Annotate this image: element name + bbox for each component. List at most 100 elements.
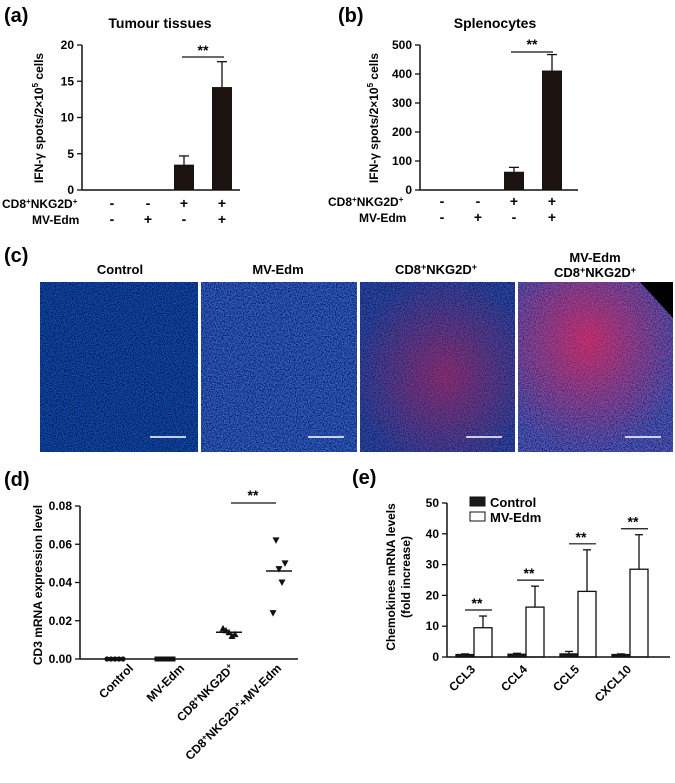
x-tick-label: CCL4 [498,662,530,694]
legend-label-control: Control [490,495,536,510]
treatment-sign: - [440,193,445,209]
data-point [269,610,277,617]
micrograph-mv-edm-cd8-nkg2d [518,282,673,452]
bar [542,70,562,190]
micrograph-mv-edm [201,282,357,452]
y-tick-label: 0 [67,183,74,197]
treatment-sign: + [548,193,556,209]
panel-a: (a) Tumour tissues IFN-γ spots/2×105 cel… [4,5,240,197]
image-4-title: CD8+NKG2D+ [554,265,636,280]
bar [629,568,649,658]
panel-c-label: (c) [4,245,28,267]
panel-d-xtick-cd8-mv: CD8+NKG2D++MV-Edm [182,661,284,763]
y-tick-label: 0.00 [49,652,73,666]
panel-b-sig-label: ** [527,36,538,52]
y-tick-label: 10 [61,111,75,125]
y-tick-label: 0 [405,183,412,197]
bar [174,164,194,190]
x-tick-label: CCL3 [446,662,478,694]
data-point [281,560,289,567]
micrograph-control [40,282,198,452]
x-tick-label: CCL5 [550,662,582,694]
panel-e-legend: Control MV-Edm [469,495,541,525]
treatment-sign: + [474,209,482,225]
y-tick-label: 0.02 [49,614,73,628]
image-4-title-top: MV-Edm [569,250,620,265]
panel-b: (b) Splenocytes IFN-γ spots/2×105 cells … [338,5,578,197]
panel-d-points [104,537,292,662]
data-point [275,566,283,573]
y-tick-label: 20 [61,38,75,52]
treatment-row1-label-b: CD8+NKG2D+ [328,195,404,209]
sig-label: ** [472,595,483,611]
panel-d-label: (d) [4,469,30,491]
y-tick-label: 100 [392,154,412,168]
y-tick-label: 0.06 [49,537,73,551]
data-point [272,537,280,544]
y-tick-label: 500 [392,38,412,52]
image-2-title: MV-Edm [252,262,303,277]
panel-d-sig-label: ** [248,487,259,503]
bar [473,627,493,658]
y-tick-label: 30 [426,558,440,572]
micrograph-cd8-nkg2d [360,282,515,452]
y-tick-label: 50 [426,496,440,510]
panel-e-bars: ** CCL3 ** CCL4 ** CCL5 ** CXCL10 [446,514,649,705]
treatment-sign: - [440,209,445,225]
treatment-sign: - [146,195,151,211]
bar [525,606,545,658]
treatment-row2-label-b: MV-Edm [359,211,406,225]
panel-c: (c) Control MV-Edm CD8+NKG2D+ MV-Edm CD8… [4,245,673,452]
panel-d-y-ticks: 0.00 0.02 0.04 0.06 0.08 [49,499,80,666]
panel-a-y-ticks: 0 5 10 15 20 [61,38,82,197]
x-tick-label: CXCL10 [592,662,635,705]
panel-a-label: (a) [4,5,28,27]
y-tick-label: 0.08 [49,499,73,513]
treatment-sign: - [512,209,517,225]
panel-a-ylabel: IFN-γ spots/2×105 cells [31,53,46,184]
bar [212,87,232,190]
image-1-title: Control [97,262,143,277]
sig-label: ** [524,565,535,581]
panel-e-label: (e) [352,467,376,489]
bar [504,171,524,190]
panel-b-ylabel: IFN-γ spots/2×105 cells [366,53,381,184]
treatment-row1-label-a: CD8+NKG2D+ [2,197,78,211]
sig-label: ** [576,529,587,545]
panel-d: (d) CD3 mRNA expression level 0.000.020.… [4,469,298,763]
bar [577,590,597,658]
panel-a-sig-label: ** [198,42,209,58]
treatment-sign: - [182,211,187,227]
y-tick-label: 400 [392,67,412,81]
y-tick-label: 200 [392,125,412,139]
panel-d-ylabel: CD3 mRNA expression level [31,505,45,665]
y-tick-label: 5 [67,147,74,161]
panel-e-y-ticks: 0 10 20 30 40 50 [426,496,447,664]
treatment-row2-label-a: MV-Edm [32,213,79,227]
treatment-signs-b: - - + +- + - + [440,193,556,225]
treatment-table-a: CD8+NKG2D+ MV-Edm - - + +- + - + [2,195,226,227]
y-tick-label: 0 [432,650,439,664]
y-tick-label: 20 [426,588,440,602]
treatment-sign: + [180,195,188,211]
y-tick-label: 0.04 [49,576,73,590]
treatment-sign: - [476,193,481,209]
panel-e: (e) Chemokines mRNA levels(fold increase… [352,467,670,705]
panel-b-title: Splenocytes [454,15,537,31]
panel-d-xtick-control: Control [96,661,136,701]
panel-a-bars [174,61,232,190]
data-point [278,579,286,586]
treatment-sign: + [548,209,556,225]
panel-b-y-ticks: 0 100 200 300 400 500 [392,38,420,197]
y-tick-label: 10 [426,619,440,633]
treatment-signs-a: - - + +- + - + [110,195,226,227]
sig-label: ** [628,514,639,530]
y-tick-label: 15 [61,74,75,88]
panel-b-bars [504,53,562,190]
panel-a-title: Tumour tissues [108,15,211,31]
treatment-sign: + [144,211,152,227]
y-tick-label: 40 [426,527,440,541]
legend-label-mv-edm: MV-Edm [490,510,541,525]
image-3-title: CD8+NKG2D+ [395,262,477,277]
